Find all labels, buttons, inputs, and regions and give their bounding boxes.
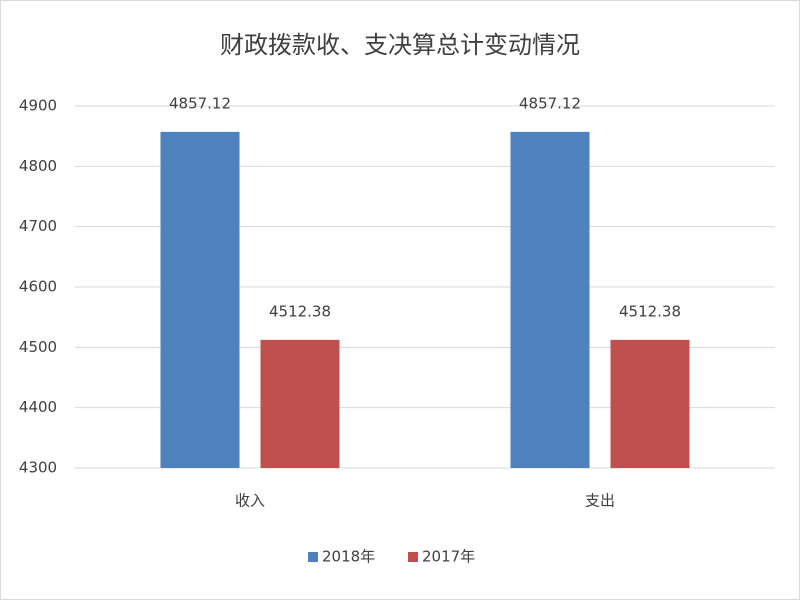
y-tick-label: 4700 [19, 217, 57, 235]
chart-title: 财政拨款收、支决算总计变动情况 [220, 31, 580, 59]
y-tick-label: 4600 [19, 278, 57, 296]
bar [160, 131, 240, 469]
bar [610, 339, 690, 468]
bar [510, 131, 590, 469]
y-tick-label: 4900 [19, 97, 57, 115]
data-label: 4857.12 [169, 94, 231, 112]
y-tick-label: 4300 [19, 459, 57, 477]
data-label: 4512.38 [269, 302, 331, 320]
x-tick-label: 支出 [585, 492, 615, 510]
x-tick-label: 收入 [235, 492, 265, 510]
legend-label: 2018年 [322, 548, 375, 566]
bar [260, 339, 340, 468]
data-label: 4857.12 [519, 94, 581, 112]
data-label: 4512.38 [619, 302, 681, 320]
legend-swatch [408, 552, 418, 562]
y-tick-label: 4400 [19, 398, 57, 416]
legend-label: 2017年 [422, 548, 475, 566]
legend-swatch [308, 552, 318, 562]
y-tick-label: 4800 [19, 157, 57, 175]
y-tick-label: 4500 [19, 338, 57, 356]
